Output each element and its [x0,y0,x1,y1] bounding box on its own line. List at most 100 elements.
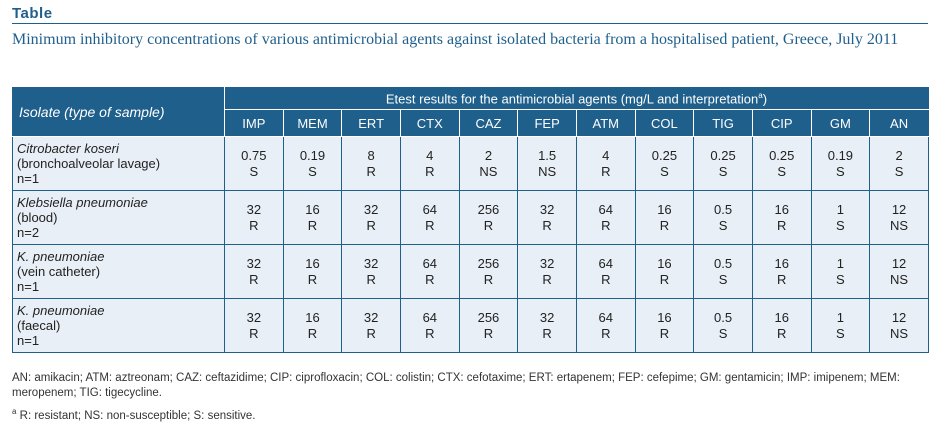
interpretation-value: R [542,217,552,233]
interpretation-value: R [249,217,259,233]
interpretation-value: R [483,217,494,233]
agent-header-ctx: CTX [399,109,460,137]
interpretation-value: R [307,217,318,233]
mic-value: 64 [598,255,613,271]
interpretation-value: R [425,163,435,179]
result-cell-col: 0.25 S [634,136,695,191]
isolate-species: K. pneumoniae [17,249,105,264]
mic-value: 32 [539,255,555,271]
interpretation-value: S [660,163,669,179]
result-cell-mem: 0.19 S [282,136,343,191]
footnotes: AN: amikacin; ATM: aztreonam; CAZ: cefta… [12,371,928,424]
result-cell-mem: 16 R [282,244,343,299]
isolate-cell: Klebsiella pneumoniae (blood) n=2 [12,190,225,245]
interpretation-value: NS [890,217,909,233]
result-cell-cip: 0.25 S [751,136,812,191]
mic-value: 32 [246,309,262,325]
mic-value: 16 [774,309,789,325]
result-cell-col: 16 R [634,244,695,299]
mic-value: 0.75 [241,147,267,163]
isolate-count: n=1 [17,171,40,186]
mic-value: 16 [774,201,789,217]
mic-value: 256 [477,255,500,271]
result-cell-caz: 256 R [458,190,519,245]
interpretation-value: R [366,217,376,233]
result-cell-ert: 32 R [341,244,401,299]
mic-value: 0.19 [299,147,326,163]
mic-value: 16 [774,255,789,271]
agent-header-imp: IMP [224,109,284,137]
mic-value: 0.5 [714,309,733,325]
interpretation-value: R [425,271,435,287]
isolate-count: n=1 [17,279,40,294]
interpretation-value: NS [538,163,557,179]
table-label: Table [12,5,53,22]
agent-header-gm: GM [810,109,871,137]
mic-value: 256 [477,309,500,325]
footnote-marker: a [758,90,763,100]
mic-value: 0.5 [714,201,733,217]
etest-group-header-close: ) [762,91,768,107]
mic-value: 2 [484,147,493,163]
mic-value: 32 [363,309,379,325]
interpretation-value: R [777,217,787,233]
interpretation-value: S [308,163,317,179]
result-cell-an: 12 NS [869,298,929,353]
result-cell-atm: 64 R [575,298,636,353]
etest-group-header-text: Etest results for the antimicrobial agen… [385,91,759,107]
interpretation-value: R [601,217,611,233]
mic-value: 32 [539,201,555,217]
mic-value: 0.25 [651,147,678,163]
interpretation-value: R [425,217,435,233]
result-cell-caz: 2 NS [458,136,519,191]
interpretation-value: S [836,325,845,341]
result-cell-caz: 256 R [458,298,519,353]
interpretation-value: R [307,325,318,341]
mic-value: 12 [891,309,907,325]
isolate-sample: (faecal) [17,318,61,333]
mic-value: 32 [539,309,555,325]
agent-header-fep: FEP [517,109,577,137]
result-cell-atm: 64 R [575,190,636,245]
mic-value: 16 [657,201,672,217]
result-cell-mem: 16 R [282,190,343,245]
mic-value: 32 [363,201,379,217]
result-cell-tig: 0.5 S [693,244,753,299]
result-cell-tig: 0.5 S [693,190,753,245]
result-cell-tig: 0.5 S [693,298,753,353]
mic-value: 256 [477,201,500,217]
isolate-sample: (bronchoalveolar lavage) [17,156,161,171]
agent-header-atm: ATM [575,109,636,137]
mic-value: 16 [305,309,320,325]
result-cell-cip: 16 R [751,190,812,245]
isolate-column-header: Isolate (type of sample) [12,87,225,137]
interpretation-value: S [249,163,259,179]
result-cell-imp: 32 R [224,190,284,245]
interpretation-value: S [718,163,728,179]
result-cell-ert: 32 R [341,298,401,353]
mic-value: 64 [422,309,438,325]
mic-value: 64 [422,255,438,271]
result-cell-fep: 1.5 NS [517,136,577,191]
result-cell-tig: 0.25 S [693,136,753,191]
isolate-sample: (blood) [17,210,58,225]
interpretation-value: S [777,163,787,179]
mic-value: 1 [836,309,844,325]
mic-value: 12 [891,201,907,217]
isolate-species: Citrobacter koseri [17,141,119,156]
mic-value: 16 [657,255,672,271]
mic-value: 32 [363,255,379,271]
interpretation-value: R [307,271,318,287]
isolate-species: K. pneumoniae [17,303,105,318]
mic-value: 1.5 [538,147,557,163]
isolate-cell: Citrobacter koseri (bronchoalveolar lavag… [12,136,225,191]
agent-header-tig: TIG [693,109,753,137]
interpretation-note: a R: resistant; NS: non-susceptible; S: … [12,404,928,424]
mic-value: 64 [598,309,613,325]
interpretation-value: R [425,325,435,341]
